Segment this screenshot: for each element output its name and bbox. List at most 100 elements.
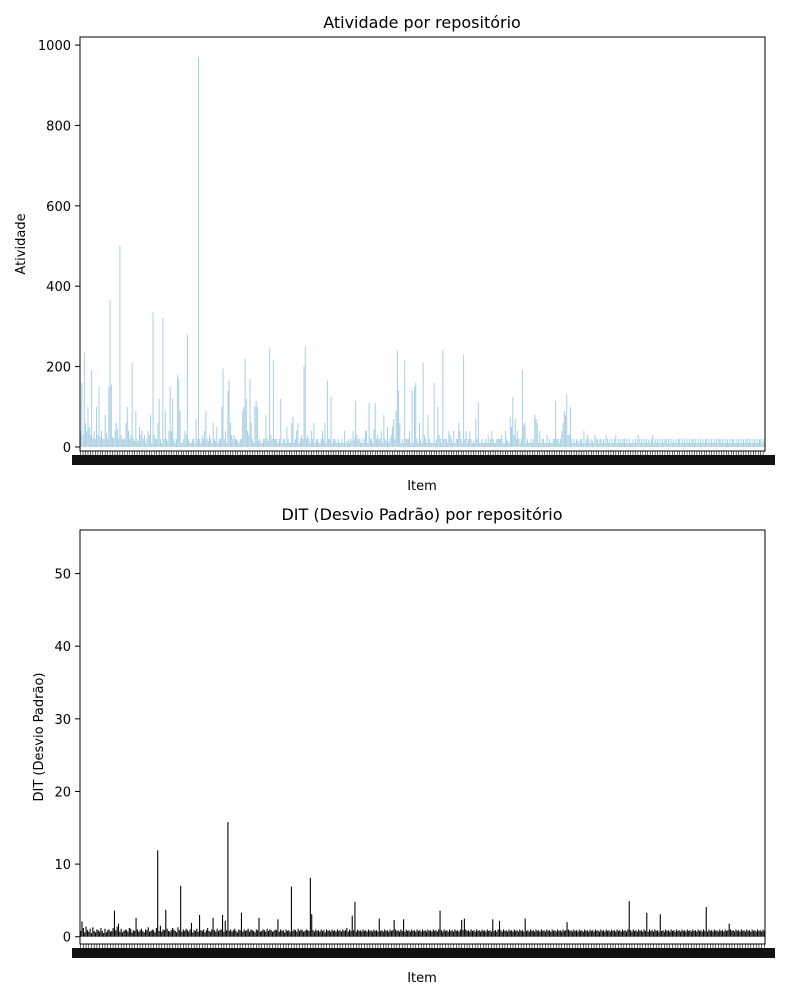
bar	[693, 930, 695, 937]
chart-dit-stddev: DIT (Desvio Padrão) por repositório Item…	[32, 505, 775, 986]
bar	[515, 930, 517, 937]
bar	[478, 930, 480, 937]
bar	[730, 442, 732, 447]
bar	[369, 930, 371, 937]
bar	[391, 426, 393, 447]
bar	[124, 438, 126, 447]
bar	[357, 438, 359, 447]
bar	[721, 930, 723, 937]
bar	[653, 931, 655, 937]
bar	[578, 442, 580, 447]
bar	[436, 931, 438, 937]
bar	[461, 442, 463, 447]
bar	[401, 930, 403, 937]
bar	[235, 930, 237, 937]
bar	[342, 442, 344, 447]
bar	[709, 930, 711, 937]
bar	[711, 930, 713, 937]
bar	[367, 929, 369, 937]
bar	[654, 438, 656, 447]
bar	[93, 930, 95, 937]
bar	[513, 434, 515, 447]
bar	[323, 930, 325, 937]
bar	[632, 438, 634, 447]
bar	[324, 932, 326, 937]
bar	[352, 430, 354, 447]
bar	[647, 442, 649, 447]
bar	[555, 400, 557, 447]
bar	[343, 930, 345, 937]
y-tick-label: 30	[54, 713, 71, 728]
bar	[669, 442, 671, 447]
bar	[480, 931, 482, 937]
bar	[745, 438, 747, 447]
bar	[107, 438, 109, 447]
bar	[493, 930, 495, 937]
bar	[744, 442, 746, 447]
bar	[469, 430, 471, 447]
bar	[83, 352, 85, 447]
bar	[742, 930, 744, 937]
bar	[404, 360, 406, 447]
bar	[312, 438, 314, 447]
bar	[479, 442, 481, 447]
bar	[485, 438, 487, 447]
bar	[347, 931, 349, 937]
bar	[511, 930, 513, 937]
bar	[176, 932, 178, 937]
bar	[396, 350, 398, 447]
bars	[80, 57, 765, 447]
bar	[88, 931, 90, 937]
bar	[382, 442, 384, 447]
bar	[240, 912, 242, 937]
bar	[204, 430, 206, 447]
bar	[386, 930, 388, 937]
bar	[530, 929, 532, 937]
bar	[166, 928, 168, 937]
bar	[207, 440, 209, 447]
bar	[460, 438, 462, 447]
bar	[151, 929, 153, 937]
bar	[272, 360, 274, 447]
bar	[209, 931, 211, 937]
bar	[172, 398, 174, 447]
bar	[139, 426, 141, 447]
bar	[239, 438, 241, 447]
bar	[85, 926, 87, 937]
bar	[643, 929, 645, 937]
bar	[287, 438, 289, 447]
bar	[604, 442, 606, 447]
bar	[143, 932, 145, 937]
bar	[209, 434, 210, 447]
bar	[308, 438, 310, 447]
bar	[210, 438, 212, 447]
bar	[188, 438, 190, 447]
bar	[673, 438, 675, 447]
bar	[644, 442, 646, 447]
bar	[648, 929, 651, 937]
bar	[570, 930, 572, 937]
bar	[730, 929, 732, 937]
bar	[411, 929, 413, 937]
bar	[81, 382, 83, 447]
bar	[163, 930, 165, 937]
bar	[180, 885, 182, 937]
bar	[740, 929, 742, 937]
bar	[540, 442, 542, 447]
bar	[217, 442, 219, 447]
bar	[216, 928, 218, 937]
bar	[543, 930, 545, 937]
bar	[140, 434, 142, 447]
bar	[97, 434, 99, 447]
bar	[504, 430, 506, 447]
bar	[630, 930, 632, 937]
bar	[433, 382, 435, 447]
bar	[444, 438, 446, 447]
bar	[539, 931, 541, 937]
bar	[356, 434, 358, 447]
bar	[116, 926, 118, 937]
bar	[529, 442, 531, 447]
bar	[91, 370, 93, 447]
bar	[345, 442, 347, 447]
